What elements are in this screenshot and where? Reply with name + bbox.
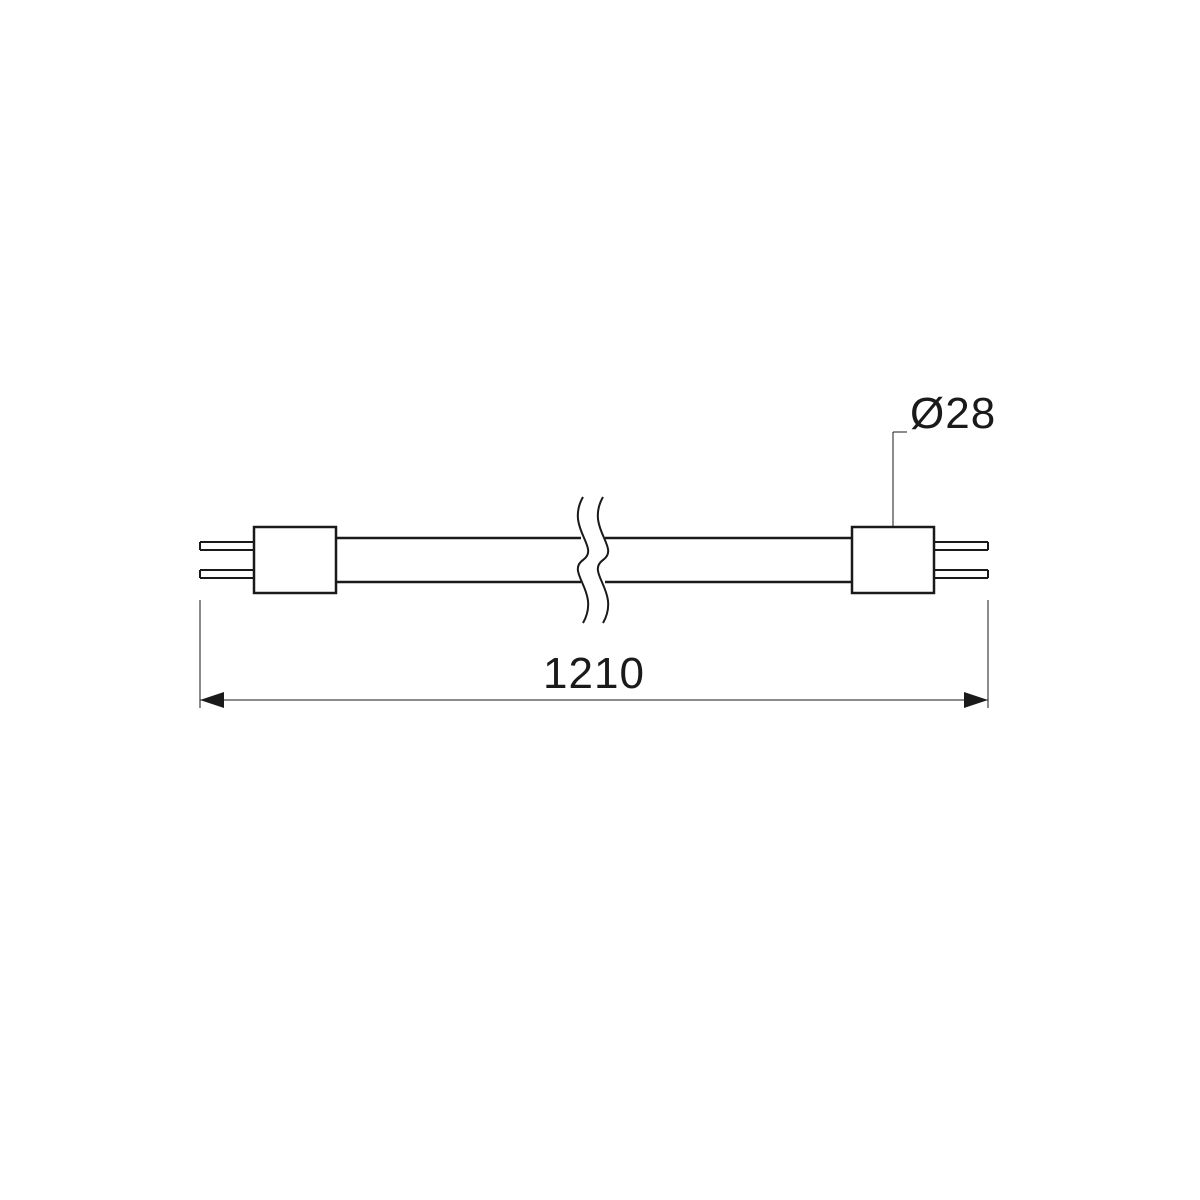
- dim-label-diameter: Ø28: [910, 389, 996, 438]
- end-cap-left: [254, 527, 336, 593]
- technical-drawing: 1210 Ø28: [0, 0, 1200, 1200]
- arrow-left: [200, 692, 224, 708]
- dim-label-length: 1210: [543, 649, 645, 698]
- end-cap-right: [852, 527, 934, 593]
- arrow-right: [964, 692, 988, 708]
